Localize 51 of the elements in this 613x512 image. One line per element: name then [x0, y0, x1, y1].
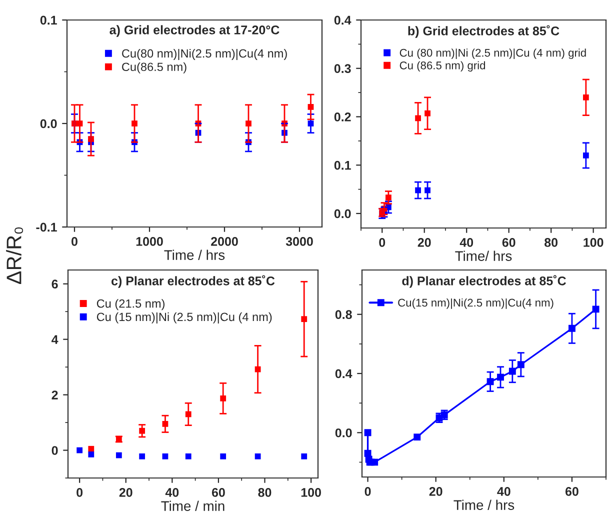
- x-tick-label: 20: [429, 487, 442, 496]
- y-tick-label: 4: [52, 335, 58, 344]
- y-tick-label: 0.3: [334, 64, 351, 74]
- y-tick-label: 0.4: [335, 369, 352, 378]
- legend-label: Cu(80 nm)|Ni(2.5 nm)|Cu(4 nm): [122, 48, 287, 60]
- legend-label: Cu (21.5 nm): [96, 299, 164, 310]
- x-tick-label: 60: [565, 487, 578, 496]
- x-tick-label: 3000: [286, 237, 313, 246]
- x-tick-label: 2000: [211, 237, 238, 246]
- x-tick-label: 0: [379, 238, 386, 247]
- x-tick-label: 80: [544, 238, 558, 247]
- y-tick-label: 0.0: [334, 209, 351, 218]
- x-axis-title: Time/ hrs: [455, 250, 512, 261]
- x-axis-title: Time / hrs: [454, 500, 514, 510]
- x-tick-label: 80: [258, 488, 272, 497]
- y-axis-title: ΔR/R₀: [6, 227, 24, 284]
- x-axis-title: Time / hrs: [164, 250, 225, 260]
- chart-title: b) Grid electrodes at 85˚C: [408, 25, 560, 38]
- x-tick-label: 1000: [136, 237, 163, 246]
- chart-title: a) Grid electrodes at 17-20°C: [110, 25, 280, 37]
- x-tick-label: 100: [301, 488, 321, 497]
- chart-title: d) Planar electrodes at 85˚C: [402, 275, 566, 288]
- x-tick-label: 60: [212, 488, 225, 497]
- y-tick-label: -0.1: [36, 222, 57, 232]
- legend-label: Cu (15 nm)|Ni (2.5 nm)|Cu (4 nm): [96, 312, 272, 324]
- y-tick-label: 0.1: [40, 16, 57, 25]
- y-tick-label: 2: [52, 390, 58, 400]
- chart-title: c) Planar electrodes at 85˚C: [112, 275, 275, 288]
- y-tick-label: 0.0: [40, 119, 57, 128]
- y-tick-label: 0.4: [334, 16, 352, 25]
- legend-label: Cu(15 nm)|Ni(2.5 nm)|Cu(4 nm): [398, 298, 554, 309]
- x-tick-label: 40: [165, 488, 179, 497]
- y-tick-label: 6: [52, 280, 58, 289]
- y-tick-label: 0.0: [335, 428, 352, 438]
- x-tick-label: 40: [460, 238, 474, 247]
- x-tick-label: 0: [364, 487, 371, 496]
- x-tick-label: 20: [418, 238, 431, 247]
- x-tick-label: 40: [497, 487, 510, 496]
- x-tick-label: 0: [76, 488, 83, 497]
- x-tick-label: 60: [502, 238, 516, 247]
- y-tick-label: 0.8: [335, 310, 352, 320]
- legend-label: Cu(86.5 nm): [122, 62, 186, 74]
- x-axis-title: Time / min: [161, 500, 224, 511]
- y-tick-label: 0.1: [334, 160, 351, 170]
- x-tick-label: 20: [119, 488, 132, 497]
- y-tick-label: 0: [52, 446, 58, 455]
- legend-label: Cu (86.5 nm) grid: [400, 61, 486, 72]
- legend-label: Cu (80 nm)|Ni (2.5 nm)|Cu (4 nm) grid: [400, 48, 586, 59]
- x-tick-label: 0: [72, 237, 78, 246]
- x-tick-label: 100: [584, 238, 604, 247]
- y-tick-label: 0.2: [334, 112, 351, 122]
